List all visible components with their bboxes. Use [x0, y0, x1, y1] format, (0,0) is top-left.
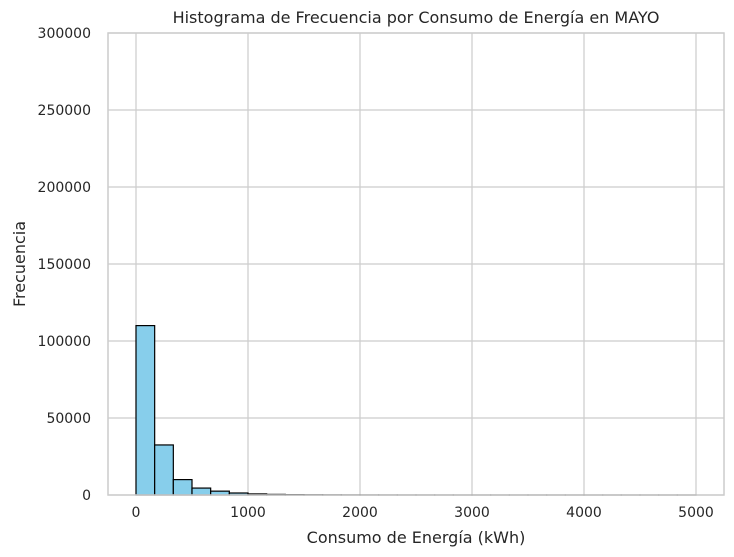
- plot-frame: [107, 32, 725, 496]
- y-tick-label: 50000: [46, 411, 91, 427]
- y-tick-label: 0: [82, 488, 91, 504]
- x-tick-label: 3000: [454, 505, 490, 521]
- histogram-bars: [135, 325, 697, 496]
- grid-lines: [108, 32, 724, 496]
- x-tick-label: 4000: [566, 505, 602, 521]
- histogram-bar: [172, 479, 193, 496]
- x-tick-label: 2000: [342, 505, 378, 521]
- chart-title: Histograma de Frecuencia por Consumo de …: [173, 8, 660, 27]
- y-tick-label: 300000: [38, 26, 91, 42]
- y-tick-label: 100000: [38, 334, 91, 350]
- x-tick-label: 1000: [230, 505, 266, 521]
- y-tick-label: 150000: [38, 257, 91, 273]
- y-tick-label: 200000: [38, 180, 91, 196]
- x-tick-label: 0: [132, 505, 141, 521]
- x-axis-ticks: 0 1000 2000 3000 4000 5000: [132, 505, 714, 521]
- histogram-bar: [191, 487, 212, 496]
- histogram-bar: [135, 325, 156, 496]
- y-axis-ticks: 0 50000 100000 150000 200000 250000 300000: [38, 26, 91, 504]
- histogram-bar: [154, 444, 174, 496]
- y-tick-label: 250000: [38, 103, 91, 119]
- x-tick-label: 5000: [678, 505, 714, 521]
- y-axis-title: Frecuencia: [10, 221, 29, 307]
- x-axis-title: Consumo de Energía (kWh): [307, 528, 526, 547]
